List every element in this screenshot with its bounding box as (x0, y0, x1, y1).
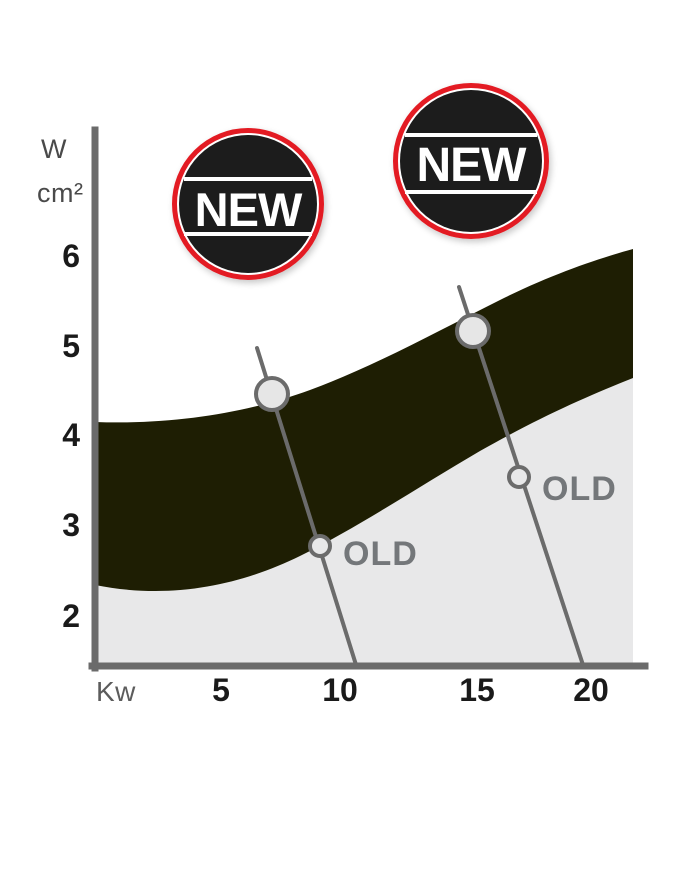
marker-old-point-1 (308, 534, 332, 558)
new-badge-2-top-rule (405, 133, 537, 137)
y-tick-label-4: 4 (62, 417, 80, 453)
y-axis-unit-numerator: W (41, 134, 67, 164)
new-badge-1-ring (172, 128, 324, 280)
new-badge-1-label: NEW (194, 183, 303, 236)
new-band-area (95, 249, 633, 592)
marker-new-point-1 (254, 376, 290, 412)
x-tick-label-5: 5 (212, 672, 230, 708)
marker-new-point-2 (455, 313, 491, 349)
x-tick-label-15: 15 (459, 672, 495, 708)
old-annotation-1: OLD (343, 535, 418, 573)
y-tick-label-5: 5 (62, 328, 80, 364)
old-annotation-2: OLD (542, 470, 617, 508)
y-tick-label-3: 3 (62, 507, 80, 543)
new-badge-1: NEW (172, 128, 324, 280)
new-badge-2-ring (393, 83, 549, 239)
x-tick-label-10: 10 (322, 672, 358, 708)
new-badge-2-label: NEW (416, 139, 527, 192)
new-badge-1-top-rule (184, 177, 312, 181)
new-badge-1-bottom-rule (184, 232, 312, 236)
y-axis-unit-denominator: cm² (37, 178, 84, 208)
x-tick-label-20: 20 (573, 672, 609, 708)
y-tick-label-2: 2 (62, 598, 80, 634)
x-axis-unit-label: Kw (96, 676, 136, 707)
new-badge-2-bottom-rule (405, 190, 537, 194)
marker-old-point-2 (507, 465, 531, 489)
old-region-area (95, 378, 633, 666)
y-tick-label-6: 6 (62, 238, 80, 274)
new-badge-2: NEW (393, 83, 549, 239)
